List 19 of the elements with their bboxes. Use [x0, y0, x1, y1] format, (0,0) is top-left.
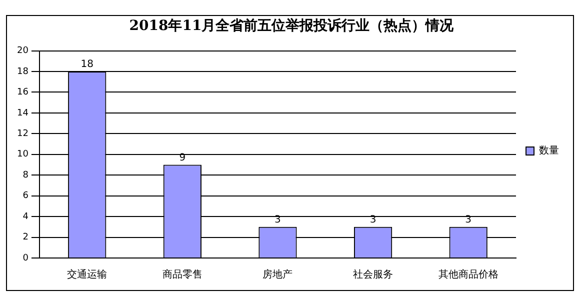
x-tick-label: 社会服务: [353, 268, 394, 281]
x-tick-label: 其他商品价格: [438, 268, 498, 281]
y-tick-label: 20: [17, 46, 29, 56]
y-tick-label: 2: [22, 232, 28, 243]
y-tick-label: 10: [17, 150, 29, 160]
chart-title: 2018年11月全省前五位举报投诉行业（热点）情况: [129, 17, 455, 34]
y-tick-label: 4: [22, 212, 29, 222]
y-tick-label: 8: [22, 170, 29, 180]
y-tick-label: 14: [17, 108, 29, 118]
x-tick-label: 商品零售: [162, 268, 202, 281]
y-tick-label: 18: [17, 66, 29, 77]
legend-label: 数量: [539, 146, 559, 157]
y-tick-label: 6: [22, 191, 29, 202]
y-tick-label: 0: [22, 253, 29, 264]
y-tick-label: 12: [17, 129, 28, 140]
data-label: 18: [80, 59, 94, 70]
y-tick-label: 16: [17, 88, 29, 98]
x-tick-label: 交通运输: [67, 268, 108, 281]
x-tick-label: 房地产: [262, 268, 293, 281]
